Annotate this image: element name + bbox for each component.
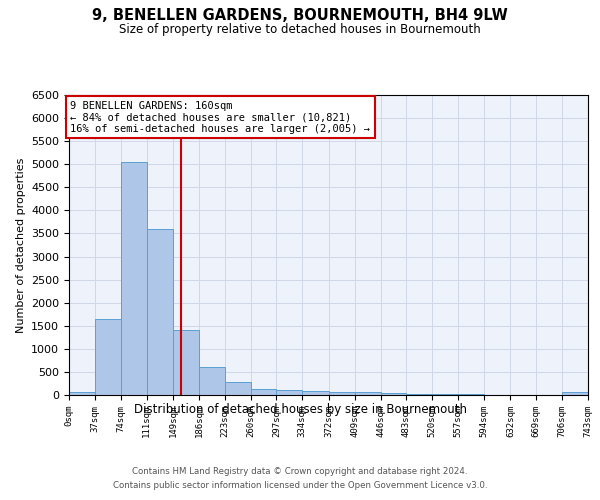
Y-axis label: Number of detached properties: Number of detached properties [16,158,26,332]
Bar [199,367,225,395]
Bar [329,392,355,395]
Bar [173,330,199,395]
Bar [121,162,146,395]
Bar [95,320,121,395]
Text: 9, BENELLEN GARDENS, BOURNEMOUTH, BH4 9LW: 9, BENELLEN GARDENS, BOURNEMOUTH, BH4 9L… [92,8,508,22]
Bar [380,393,406,395]
Bar [432,394,458,395]
Bar [69,392,95,395]
Bar [458,394,484,395]
Bar [355,392,380,395]
Bar [146,230,173,395]
Bar [302,392,329,395]
Text: Distribution of detached houses by size in Bournemouth: Distribution of detached houses by size … [133,402,467,415]
Bar [406,394,432,395]
Bar [251,389,277,395]
Text: 9 BENELLEN GARDENS: 160sqm
← 84% of detached houses are smaller (10,821)
16% of : 9 BENELLEN GARDENS: 160sqm ← 84% of deta… [70,100,370,134]
Text: Size of property relative to detached houses in Bournemouth: Size of property relative to detached ho… [119,22,481,36]
Bar [225,382,251,395]
Bar [562,392,588,395]
Bar [277,390,302,395]
Text: Contains HM Land Registry data © Crown copyright and database right 2024.: Contains HM Land Registry data © Crown c… [132,468,468,476]
Text: Contains public sector information licensed under the Open Government Licence v3: Contains public sector information licen… [113,481,487,490]
